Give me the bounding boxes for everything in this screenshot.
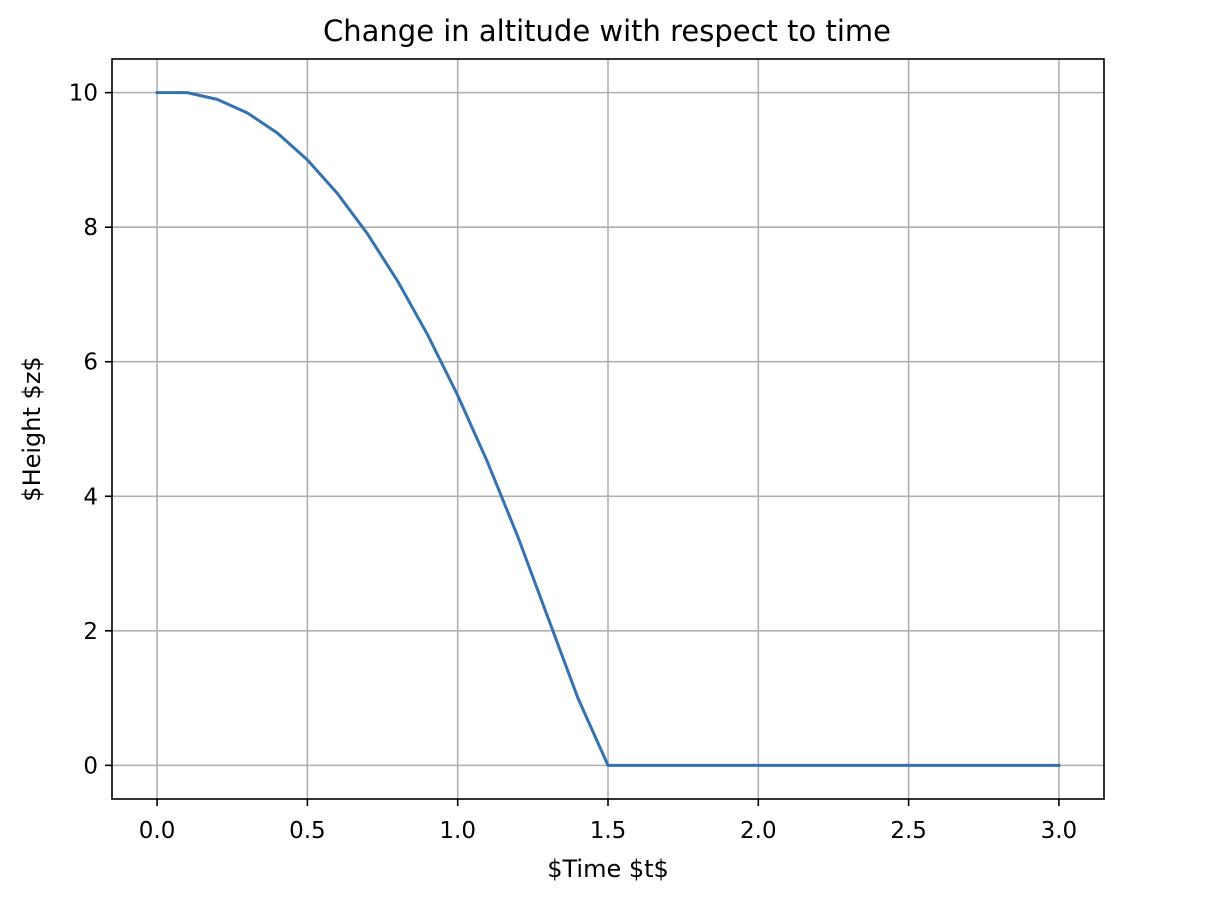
y-tick-label: 10 [69, 81, 98, 107]
x-axis-label: $Time $t$ [547, 855, 669, 883]
y-tick-label: 2 [83, 619, 98, 645]
chart-title: Change in altitude with respect to time [323, 14, 891, 48]
x-tick-label: 0.5 [289, 818, 326, 844]
y-tick-label: 6 [83, 350, 98, 376]
series-line [155, 91, 1061, 767]
x-axis-ticks: 0.0 0.5 1.0 1.5 2.0 2.5 3.0 [139, 799, 1077, 844]
series-layer [155, 91, 1061, 767]
x-tick-label: 3.0 [1041, 818, 1078, 844]
x-tick-label: 1.0 [439, 818, 476, 844]
x-gridlines [156, 59, 1060, 799]
x-tick-label: 1.5 [590, 818, 627, 844]
y-axis-ticks: 0 2 4 6 8 10 [69, 81, 112, 779]
y-axis-label: $Height $z$ [18, 356, 46, 501]
x-tick-label: 2.5 [890, 818, 927, 844]
y-tick-label: 8 [83, 215, 98, 241]
y-tick-label: 0 [83, 753, 98, 779]
y-tick-label: 4 [83, 484, 98, 510]
x-tick-label: 0.0 [139, 818, 176, 844]
x-tick-label: 2.0 [740, 818, 777, 844]
